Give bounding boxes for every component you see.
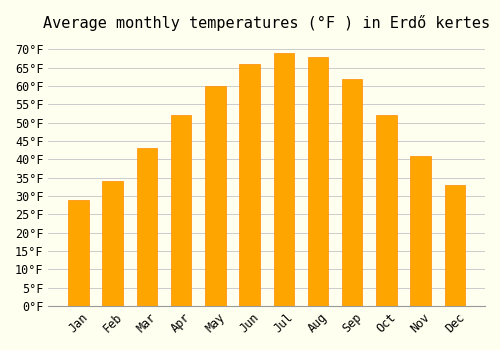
Bar [171,115,192,306]
Title: Average monthly temperatures (°F ) in Erdő kertes: Average monthly temperatures (°F ) in Er… [43,15,490,31]
Bar [136,148,157,306]
Bar [205,86,226,306]
Bar [68,199,88,306]
Bar [308,57,328,306]
Bar [342,78,362,306]
Bar [102,181,123,306]
Bar [410,155,431,306]
Bar [444,185,465,306]
Bar [240,64,260,306]
Bar [274,53,294,306]
Bar [376,115,396,306]
